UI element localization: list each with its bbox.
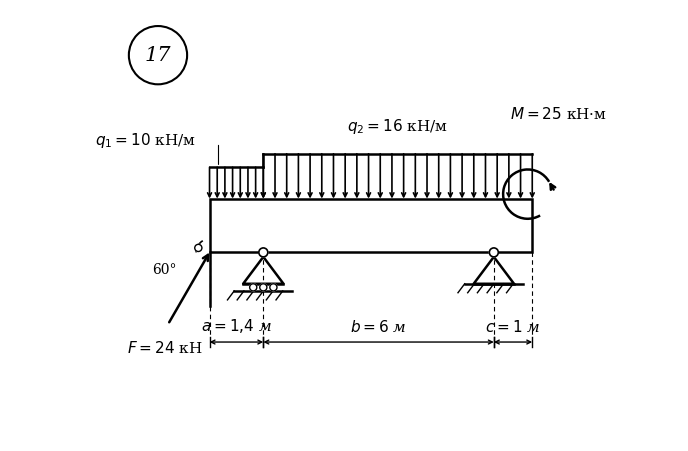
Text: $q_1 = 10$ кН/м: $q_1 = 10$ кН/м [95, 131, 196, 150]
Text: $c = 1$ м: $c = 1$ м [486, 319, 541, 335]
Circle shape [250, 284, 257, 291]
Circle shape [260, 284, 267, 291]
Text: $a = 1{,}4$ м: $a = 1{,}4$ м [201, 318, 272, 335]
Circle shape [195, 244, 202, 252]
Text: 17: 17 [144, 46, 171, 64]
Text: $b = 6$ м: $b = 6$ м [350, 319, 407, 335]
Text: 60°: 60° [153, 263, 177, 277]
Circle shape [489, 248, 498, 257]
Circle shape [259, 248, 268, 257]
Text: $M = 25$ кН·м: $M = 25$ кН·м [510, 106, 607, 122]
Text: $F = 24$ кН: $F = 24$ кН [127, 340, 202, 356]
Circle shape [270, 284, 277, 291]
Text: $q_2 = 16$ кН/м: $q_2 = 16$ кН/м [347, 117, 449, 136]
Bar [210, 198, 533, 253]
